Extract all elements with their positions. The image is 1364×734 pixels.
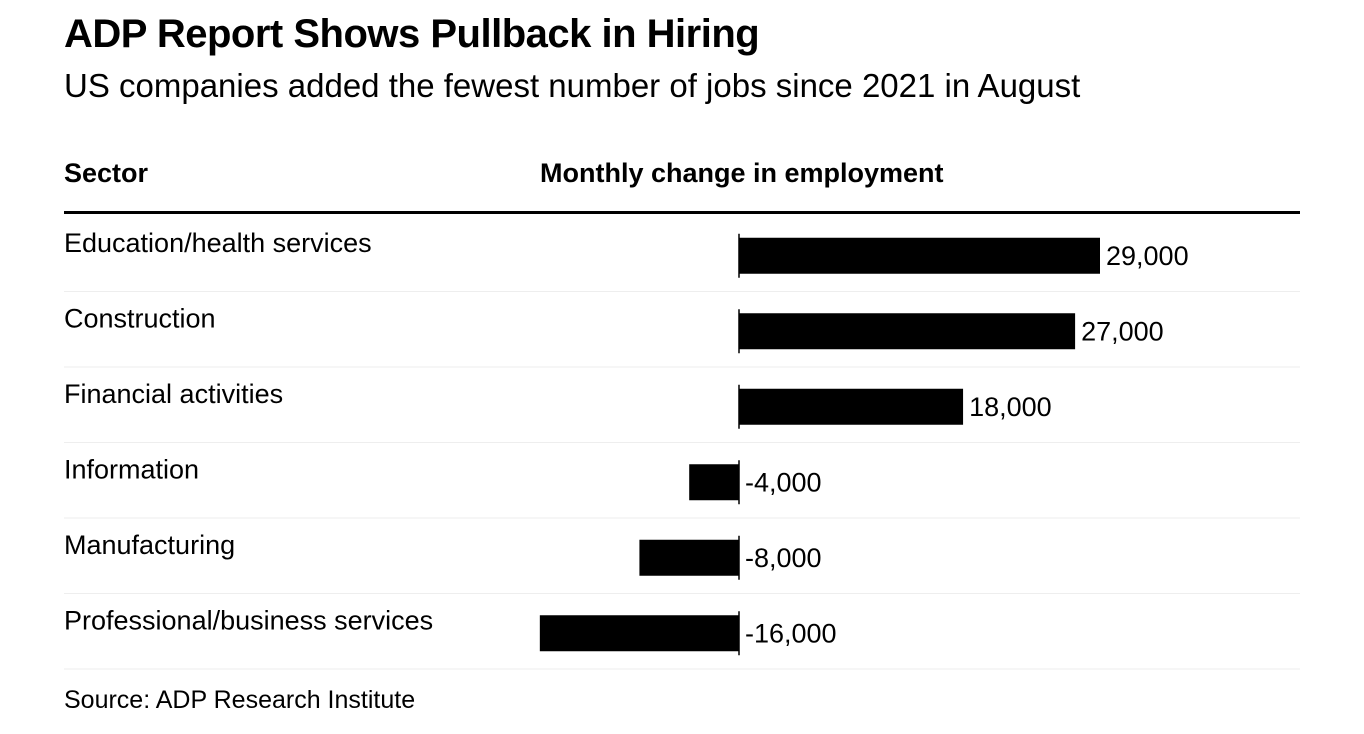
change-column-header: Monthly change in employment — [540, 158, 944, 188]
category-label: Professional/business services — [64, 605, 433, 635]
chart-title: ADP Report Shows Pullback in Hiring — [64, 12, 760, 56]
bar — [689, 464, 739, 501]
bar — [739, 313, 1076, 350]
value-label: 29,000 — [1106, 241, 1189, 271]
bar — [739, 237, 1100, 274]
value-label: 27,000 — [1081, 316, 1164, 346]
bar — [739, 388, 964, 425]
bar — [539, 615, 739, 652]
category-label: Manufacturing — [64, 530, 235, 560]
header-rule — [64, 211, 1300, 214]
chart-subtitle: US companies added the fewest number of … — [64, 67, 1081, 104]
value-label: -4,000 — [745, 467, 822, 497]
sector-column-header: Sector — [64, 158, 149, 188]
value-label: -16,000 — [745, 618, 837, 648]
bar — [639, 539, 739, 576]
source-note: Source: ADP Research Institute — [64, 686, 416, 714]
category-label: Construction — [64, 303, 216, 333]
value-label: -8,000 — [745, 543, 822, 573]
value-label: 18,000 — [969, 392, 1052, 422]
category-label: Information — [64, 454, 199, 484]
category-label: Financial activities — [64, 379, 283, 409]
category-label: Education/health services — [64, 228, 372, 258]
